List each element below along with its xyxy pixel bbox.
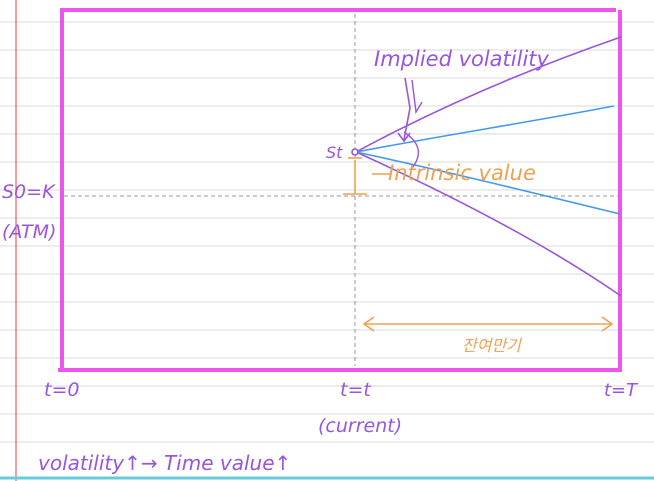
upper-blue-bound [355, 105, 615, 153]
intrinsic-value-label: Intrinsic value [388, 161, 536, 185]
st-point [351, 148, 359, 156]
lower-purple-bound [355, 151, 622, 297]
bottom-note: volatility↑→ Time value↑ [38, 451, 291, 475]
t0-label: t=0 [44, 379, 79, 401]
st-label: St [326, 143, 343, 162]
t-current-label: t=t [340, 379, 372, 401]
ruled-lines [0, 21, 654, 443]
angle-arc [403, 131, 420, 169]
implied-vol-check [411, 79, 423, 115]
s0-eq-k-label: S0=K [2, 181, 56, 203]
chart-frame [58, 8, 622, 372]
remaining-term-arrow-right [601, 316, 614, 332]
remaining-term-label: 잔여만기 [462, 336, 522, 355]
implied-vol-arrow [403, 77, 411, 141]
atm-label: (ATM) [2, 221, 56, 243]
current-label: (current) [318, 415, 402, 437]
implied-volatility-label: Implied volatility [374, 47, 550, 71]
t-maturity-label: t=T [604, 380, 639, 401]
remaining-term-arrow-left [362, 316, 375, 332]
lower-blue-bound [355, 151, 621, 215]
upper-purple-bound [355, 36, 622, 153]
